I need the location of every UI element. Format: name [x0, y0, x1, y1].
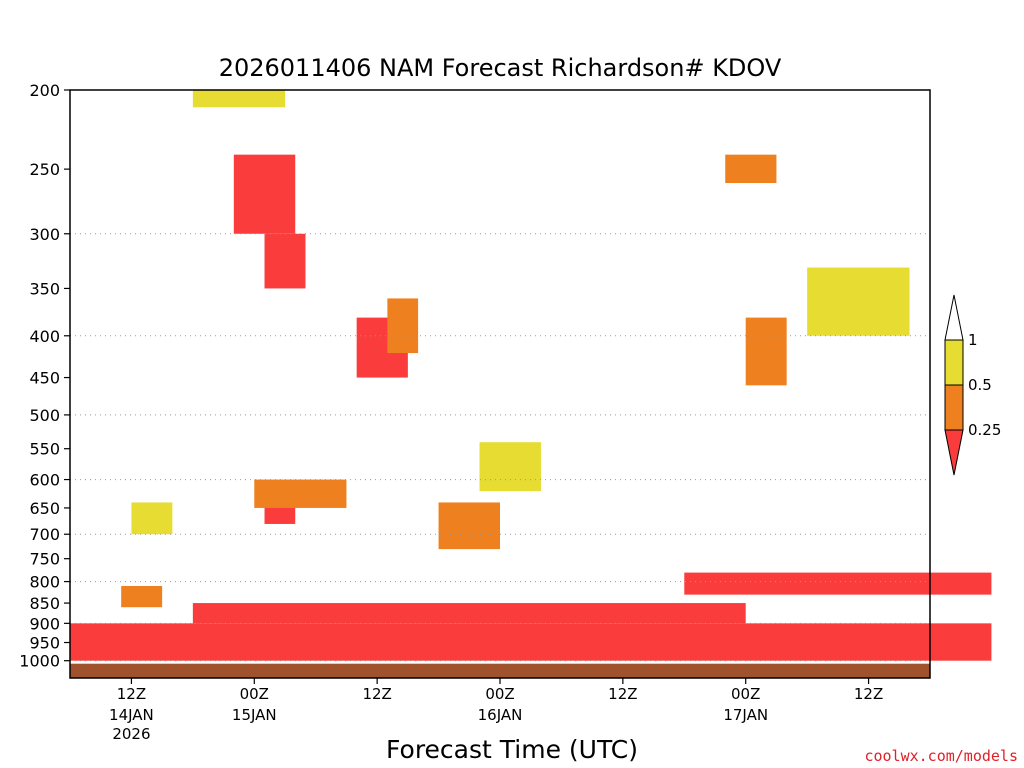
legend-label-2: 0.25	[968, 421, 1001, 439]
x-tick-label-1: 00Z	[240, 685, 269, 703]
chart-title: 2026011406 NAM Forecast Richardson# KDOV	[219, 54, 782, 82]
y-tick-label-250: 250	[29, 160, 60, 179]
ri-cell-10	[725, 154, 777, 184]
ri-cell-16	[131, 502, 173, 535]
x-tick-year-0: 2026	[112, 725, 150, 743]
y-tick-label-550: 550	[29, 440, 60, 459]
ri-cell-8	[438, 502, 500, 550]
x-tick-date-3: 16JAN	[478, 706, 523, 724]
y-tick-label-850: 850	[29, 594, 60, 613]
ri-cell-4	[264, 233, 306, 289]
x-tick-label-3: 00Z	[485, 685, 514, 703]
x-axis-label: Forecast Time (UTC)	[386, 735, 638, 764]
ri-cell-13	[479, 442, 541, 492]
x-tick-label-4: 12Z	[608, 685, 637, 703]
color-legend: 1 0.5 0.25	[944, 294, 1001, 476]
below-ground-band	[70, 663, 930, 678]
y-tick-label-700: 700	[29, 525, 60, 544]
x-tick-label-6: 12Z	[854, 685, 883, 703]
ri-cell-15	[192, 90, 285, 108]
y-tick-label-950: 950	[29, 634, 60, 653]
x-tick-date-1: 15JAN	[232, 706, 277, 724]
y-tick-label-500: 500	[29, 406, 60, 425]
ri-cell-7	[254, 479, 347, 508]
gridlines	[70, 233, 930, 662]
y-tick-label-200: 200	[29, 81, 60, 100]
x-tick-label-5: 00Z	[731, 685, 760, 703]
ri-cell-2	[684, 572, 992, 595]
x-tick-date-0: 14JAN	[109, 706, 154, 724]
y-tick-label-350: 350	[29, 279, 60, 298]
y-tick-label-600: 600	[29, 471, 60, 490]
y-tick-label-400: 400	[29, 327, 60, 346]
y-tick-label-750: 750	[29, 550, 60, 569]
y-axis: 200 250 300 350 400 450 500 550 600 650 700 750 800 8…	[19, 81, 70, 671]
ri-cell-0	[70, 623, 992, 661]
richardson-cells	[70, 90, 992, 661]
ri-cell-11	[745, 317, 787, 386]
y-tick-label-650: 650	[29, 499, 60, 518]
x-tick-label-0: 12Z	[117, 685, 146, 703]
legend-swatch-025-05	[944, 384, 964, 431]
y-tick-label-900: 900	[29, 614, 60, 633]
ri-cell-9	[387, 298, 419, 354]
x-tick-label-2: 12Z	[362, 685, 391, 703]
legend-swatch-gt1	[944, 294, 964, 341]
ri-cell-3	[233, 154, 296, 234]
y-tick-label-1000: 1000	[19, 652, 60, 671]
legend-label-1: 0.5	[968, 376, 992, 394]
y-tick-label-800: 800	[29, 573, 60, 592]
y-tick-label-450: 450	[29, 369, 60, 388]
legend-swatch-05-1	[944, 339, 964, 386]
credit-text: coolwx.com/models	[864, 747, 1018, 765]
ri-cell-12	[121, 585, 163, 608]
ri-cell-1	[192, 603, 746, 624]
legend-swatch-lt025	[944, 429, 964, 476]
legend-label-0: 1	[968, 331, 978, 349]
y-tick-label-300: 300	[29, 225, 60, 244]
x-tick-date-5: 17JAN	[723, 706, 768, 724]
ri-cell-14	[807, 267, 910, 336]
